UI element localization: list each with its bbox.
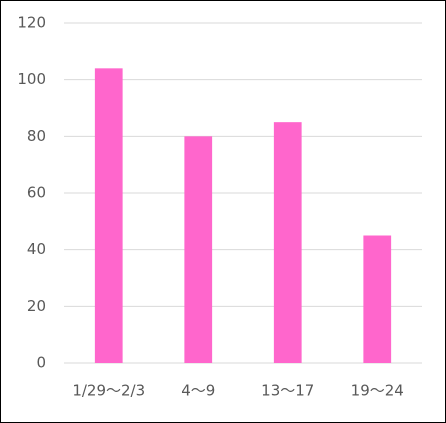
x-tick-label: 13〜17: [261, 382, 314, 400]
bar: [94, 68, 123, 363]
bar: [184, 136, 213, 363]
x-tick-label: 19〜24: [351, 382, 404, 400]
y-tick-label: 20: [27, 297, 46, 315]
bar: [363, 235, 392, 363]
bar: [273, 122, 302, 364]
y-tick-label: 40: [27, 240, 46, 258]
y-tick-label: 100: [17, 70, 46, 88]
x-tick-label: 1/29〜2/3: [72, 382, 145, 400]
y-tick-label: 80: [27, 127, 46, 145]
y-tick-label: 60: [27, 184, 46, 202]
x-tick-label: 4〜9: [181, 382, 215, 400]
y-tick-label: 120: [17, 14, 46, 32]
y-tick-label: 0: [36, 354, 46, 372]
